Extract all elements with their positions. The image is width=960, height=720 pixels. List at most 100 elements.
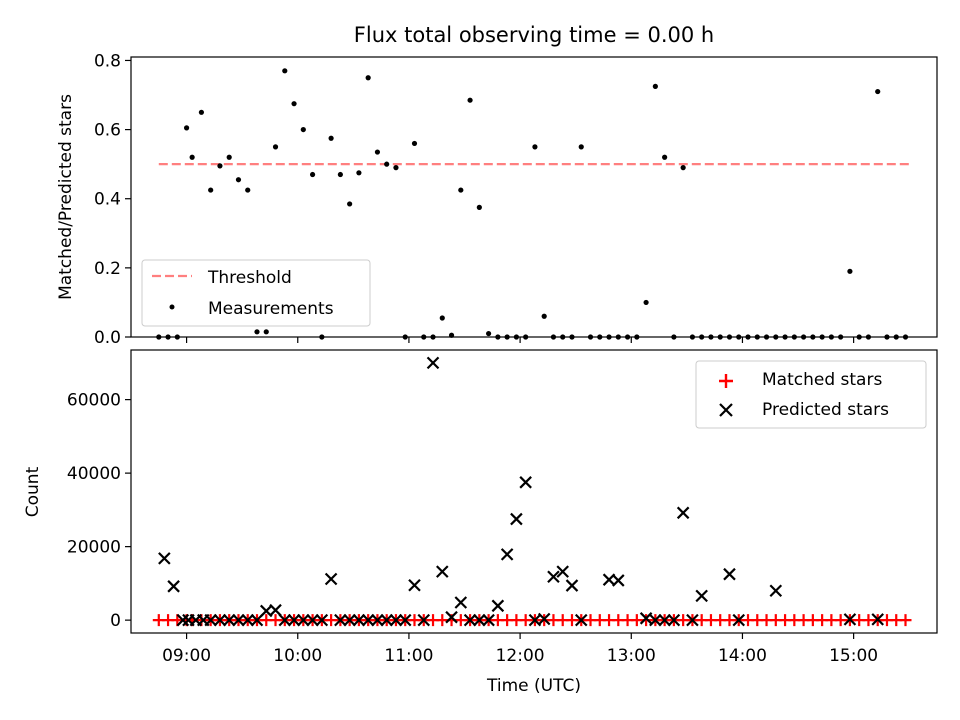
predicted-star-marker xyxy=(639,612,653,625)
bottom-y-tick-label: 0 xyxy=(110,611,121,631)
measurement-point xyxy=(245,187,251,193)
predicted-star-marker xyxy=(500,548,514,561)
measurement-point xyxy=(291,101,297,107)
bottom-panel: 0 20000 40000 60000 09:00 10:00 11:00 12:00 13:0… xyxy=(23,349,938,696)
matched-legend-label: Matched stars xyxy=(762,370,882,390)
predicted-star-marker xyxy=(436,565,449,578)
predicted-star-marker xyxy=(306,613,319,627)
bottom-legend-box xyxy=(695,360,927,429)
predicted-star-marker xyxy=(732,613,746,627)
predicted-star-marker xyxy=(612,574,625,587)
predicted-star-marker xyxy=(871,613,884,626)
measurement-point xyxy=(875,88,881,95)
measurement-point xyxy=(337,171,343,178)
measurement-point xyxy=(439,315,445,321)
measurement-point xyxy=(541,313,547,319)
measurements-legend-swatch xyxy=(169,304,175,310)
predicted-star-marker xyxy=(667,613,681,627)
measurement-point xyxy=(198,109,205,115)
predicted-star-marker xyxy=(398,613,412,627)
predicted-star-marker xyxy=(371,613,384,627)
matched-legend-swatch xyxy=(719,374,733,388)
top-ticks: 0.0 0.2 0.4 0.6 0.8 xyxy=(94,51,855,348)
measurement-point xyxy=(662,154,668,160)
threshold-legend-label: Threshold xyxy=(207,268,292,288)
predicted-star-marker xyxy=(297,613,310,627)
predicted-star-marker xyxy=(352,613,366,627)
measurement-point xyxy=(189,154,195,160)
x-axis-label: Time (UTC) xyxy=(486,676,581,696)
bottom-x-tick-label: 15:00 xyxy=(829,646,878,666)
predicted-star-marker xyxy=(334,613,347,627)
top-y-tick-label: 0.2 xyxy=(94,259,121,279)
predicted-star-marker xyxy=(519,476,532,489)
predicted-star-marker xyxy=(482,613,495,627)
measurement-point xyxy=(272,144,279,150)
predicted-star-marker xyxy=(241,613,255,627)
predicted-star-marker xyxy=(380,613,393,627)
measurement-point xyxy=(263,329,269,335)
predicted-star-marker xyxy=(454,596,468,609)
predicted-star-marker xyxy=(417,613,431,627)
measurement-point xyxy=(411,140,418,147)
predicted-star-marker xyxy=(343,613,356,627)
predicted-star-markers xyxy=(158,356,884,627)
predicted-star-marker xyxy=(658,613,671,627)
bottom-x-tick-label: 12:00 xyxy=(496,646,545,666)
predicted-star-marker xyxy=(537,612,551,626)
predicted-star-marker xyxy=(204,613,217,627)
measurement-point xyxy=(183,125,190,131)
measurement-point xyxy=(680,165,686,171)
bottom-y-axis-label: Count xyxy=(23,466,43,517)
measurement-point xyxy=(384,161,390,167)
measurement-point xyxy=(309,171,316,178)
top-plot-frame xyxy=(130,56,938,338)
predicted-legend-swatch xyxy=(719,403,733,417)
measurement-point xyxy=(347,201,353,207)
predicted-star-marker xyxy=(324,572,338,586)
measurement-point xyxy=(226,154,232,160)
predicted-star-marker xyxy=(269,603,282,617)
measurement-point xyxy=(476,204,482,210)
bottom-x-tick-label: 09:00 xyxy=(162,646,211,666)
top-y-tick-label: 0.6 xyxy=(94,121,121,141)
measurement-point xyxy=(847,268,853,274)
bottom-x-tick-label: 13:00 xyxy=(607,646,656,666)
predicted-star-marker xyxy=(574,613,588,627)
bottom-y-tick-label: 20000 xyxy=(67,538,121,558)
measurement-point xyxy=(393,165,399,171)
bottom-y-tick-label: 40000 xyxy=(67,464,121,484)
predicted-star-marker xyxy=(445,610,458,624)
predicted-star-marker xyxy=(389,613,403,627)
measurement-point xyxy=(578,144,584,150)
predicted-star-marker xyxy=(213,613,227,627)
measurement-point xyxy=(282,68,288,74)
measurement-point xyxy=(300,126,306,133)
measurement-point xyxy=(235,177,242,183)
bottom-x-tick-label: 11:00 xyxy=(384,646,433,666)
predicted-star-marker xyxy=(408,578,421,592)
predicted-legend-label: Predicted stars xyxy=(762,400,889,420)
measurement-point xyxy=(486,330,492,337)
top-panel: Flux total observing time = 0.00 h 0.00.… xyxy=(56,23,938,348)
top-y-axis-label: Matched/Predicted stars xyxy=(56,94,76,300)
bottom-ticks: 0 20000 40000 60000 09:00 10:00 11:00 12:00 13:0… xyxy=(67,391,878,666)
measurements-legend-label: Measurements xyxy=(208,299,334,319)
predicted-star-marker xyxy=(463,613,477,627)
predicted-star-marker xyxy=(176,613,190,627)
measurement-point xyxy=(652,83,658,89)
predicted-star-marker xyxy=(676,506,690,520)
predicted-star-marker xyxy=(232,613,245,627)
predicted-star-marker xyxy=(769,584,783,598)
predicted-star-marker xyxy=(723,567,736,581)
predicted-star-marker xyxy=(510,512,523,526)
predicted-star-marker xyxy=(649,613,662,627)
predicted-star-marker xyxy=(278,613,292,627)
predicted-star-marker xyxy=(167,580,180,593)
measurement-point xyxy=(217,163,223,169)
predicted-star-marker xyxy=(473,613,486,627)
bottom-legend: Matched stars Predicted stars xyxy=(695,360,927,429)
measurement-point xyxy=(365,75,371,81)
bottom-plot-frame xyxy=(130,349,938,634)
